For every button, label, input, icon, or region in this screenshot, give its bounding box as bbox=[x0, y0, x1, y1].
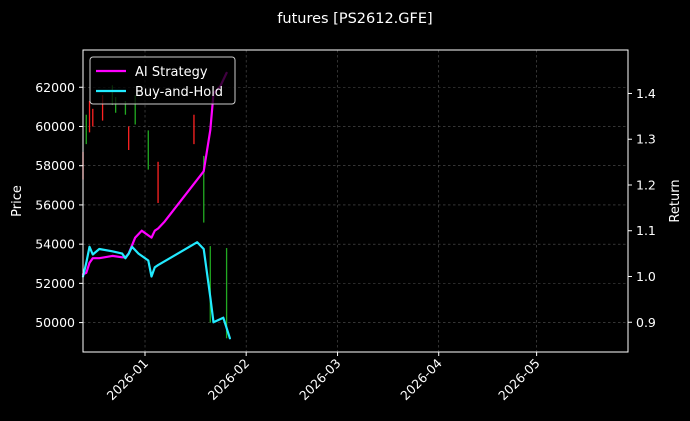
y-tick-label: 52000 bbox=[35, 276, 75, 291]
y-tick-label: 62000 bbox=[35, 80, 75, 95]
y-axis-label: Price bbox=[10, 185, 25, 217]
y-tick-label: 56000 bbox=[35, 197, 75, 212]
y-tick-label: 60000 bbox=[35, 119, 75, 134]
line-ai-strategy bbox=[81, 71, 228, 276]
line-buy-and-hold bbox=[81, 241, 231, 340]
y2-tick-label: 1.0 bbox=[636, 269, 656, 284]
y2-tick-label: 0.9 bbox=[636, 315, 656, 330]
legend-label-ai-strategy: AI Strategy bbox=[135, 65, 208, 80]
series-lines bbox=[81, 71, 231, 340]
chart-title: futures [PS2612.GFE] bbox=[277, 11, 432, 27]
y-tick-label: 58000 bbox=[35, 158, 75, 173]
y-tick-label: 54000 bbox=[35, 237, 75, 252]
legend: AI Strategy Buy-and-Hold bbox=[89, 56, 236, 105]
y2-tick-label: 1.3 bbox=[636, 132, 656, 147]
y2-tick-label: 1.2 bbox=[636, 177, 656, 192]
legend-box bbox=[89, 56, 236, 105]
legend-label-buy-and-hold: Buy-and-Hold bbox=[135, 85, 223, 100]
plot-frame bbox=[82, 49, 629, 353]
y-axis-left: 50000 52000 54000 56000 58000 60000 62000 bbox=[35, 80, 83, 330]
y-axis-right: 0.9 1.0 1.1 1.2 1.3 1.4 bbox=[628, 86, 656, 330]
y2-axis-label: Return bbox=[668, 179, 683, 222]
y2-tick-label: 1.1 bbox=[636, 223, 656, 238]
y2-tick-label: 1.4 bbox=[636, 86, 656, 101]
grid bbox=[83, 50, 628, 352]
y-tick-label: 50000 bbox=[35, 315, 75, 330]
